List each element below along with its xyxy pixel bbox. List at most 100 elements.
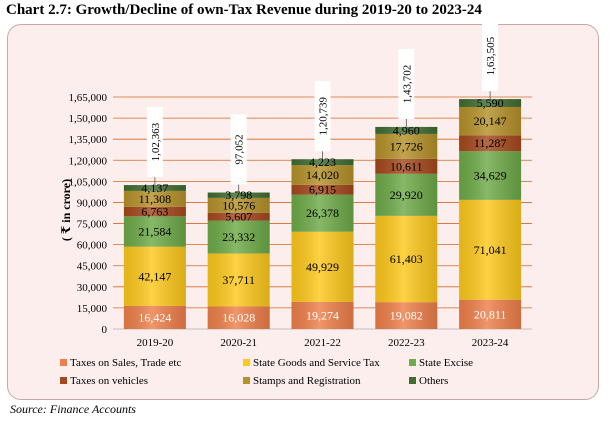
bar-shading [459, 151, 522, 200]
total-label-box [314, 81, 331, 152]
data-label: 49,929 [306, 260, 339, 274]
total-label-box [146, 107, 163, 178]
data-label: 16,028 [222, 311, 255, 325]
data-label: 61,403 [390, 252, 423, 266]
data-label: 11,287 [474, 136, 507, 150]
bar-shading [207, 253, 270, 307]
data-label: 29,920 [390, 188, 423, 202]
total-label: 1,63,505 [485, 36, 497, 75]
data-label: 4,960 [393, 123, 420, 137]
data-label: 34,629 [474, 169, 507, 183]
x-tick-label: 2021-22 [304, 337, 341, 349]
y-tick-label: 0 [102, 324, 108, 336]
bar-shading [291, 184, 354, 195]
bar-shading [207, 220, 270, 254]
bar-shading [207, 212, 270, 221]
bar-shading [459, 99, 522, 107]
legend-swatch [409, 377, 416, 384]
legend-swatch [243, 359, 250, 366]
data-label: 26,378 [306, 206, 339, 220]
chart-title: Chart 2.7: Growth/Decline of own-Tax Rev… [6, 2, 482, 18]
data-label: 14,020 [306, 168, 339, 182]
y-tick-label: 90,000 [77, 197, 108, 209]
bar-shading [291, 159, 354, 166]
legend-entry: Others [419, 375, 448, 387]
data-label: 11,308 [139, 192, 172, 206]
y-axis-label: ( ₹ in crore) [59, 179, 73, 241]
data-label: 20,147 [474, 114, 507, 128]
bar-shading [123, 190, 186, 207]
data-label: 23,332 [222, 230, 255, 244]
total-label: 1,02,363 [150, 122, 162, 161]
bar-shading [207, 192, 270, 198]
data-label: 71,041 [474, 243, 507, 257]
data-label: 20,811 [474, 307, 507, 321]
total-label: 1,43,702 [401, 65, 413, 104]
bar-shading [375, 133, 438, 159]
y-tick-label: 1,20,000 [69, 155, 108, 167]
bar-shading [291, 301, 354, 329]
data-label: 4,223 [309, 155, 336, 169]
y-tick-label: 15,000 [77, 303, 108, 315]
data-label: 10,611 [390, 159, 423, 173]
bar-shading [123, 216, 186, 247]
bar-shading [291, 165, 354, 185]
data-label: 42,147 [138, 269, 171, 283]
data-label: 19,274 [306, 308, 339, 322]
y-tick-label: 45,000 [77, 261, 108, 273]
x-axis: 2019-20 2020-21 2021-22 2022-23 2023-24 [137, 337, 509, 349]
legend-swatch [409, 359, 416, 366]
legend-entry: Taxes on Sales, Trade etc [70, 357, 181, 369]
total-label-box [398, 48, 415, 119]
x-tick-label: 2023-24 [472, 337, 509, 349]
x-tick-label: 2022-23 [388, 337, 425, 349]
data-label: 10,576 [222, 198, 255, 212]
data-label: 5,590 [477, 96, 504, 110]
total-label: 1,20,739 [318, 96, 330, 135]
data-label: 6,763 [141, 205, 168, 219]
legend-entry: State Goods and Service Tax [253, 357, 380, 369]
y-tick-label: 1,35,000 [69, 134, 108, 146]
bar-shading [375, 173, 438, 216]
bar-shading [123, 185, 186, 191]
bar-shading [375, 215, 438, 303]
y-tick-label: 30,000 [77, 282, 108, 294]
y-tick-label: 1,65,000 [69, 92, 108, 104]
y-tick-label: 1,50,000 [69, 113, 108, 125]
data-label: 5,607 [225, 210, 252, 224]
bar-shading [459, 199, 522, 300]
total-label-box [230, 114, 247, 185]
legend-swatch [243, 377, 250, 384]
legend-entry: Stamps and Registration [253, 375, 361, 387]
x-tick-label: 2020-21 [220, 337, 257, 349]
source-note: Source: Finance Accounts [10, 402, 136, 416]
data-label: 19,082 [390, 309, 423, 323]
bar-shading [375, 302, 438, 329]
y-axis: 0 15,000 30,000 45,000 60,000 75,000 90,000 1,0… [69, 92, 108, 336]
bar-shading [459, 106, 522, 136]
bar-shading [123, 246, 186, 306]
bar-shading [291, 194, 354, 232]
data-label: 3,798 [225, 188, 252, 202]
bar-shading [375, 126, 438, 134]
legend-entry: State Excise [419, 357, 473, 369]
bar-shading [459, 135, 522, 152]
data-label: 4,137 [141, 181, 168, 195]
stacked-bar-chart: 0 15,000 30,000 45,000 60,000 75,000 90,000 1,0… [59, 21, 532, 387]
bar-shading [123, 305, 186, 329]
bar-shading [123, 206, 186, 217]
bar-shading [459, 299, 522, 329]
bar-shading [207, 197, 270, 213]
y-tick-label: 1,05,000 [69, 176, 108, 188]
bar-shading [291, 231, 354, 302]
legend-entry: Taxes on vehicles [70, 375, 148, 387]
total-label: 97,052 [234, 134, 246, 164]
legend: Taxes on Sales, Trade etc State Goods and… [60, 357, 473, 387]
bar-shading [207, 306, 270, 329]
data-label: 21,584 [138, 224, 171, 238]
x-tick-label: 2019-20 [137, 337, 174, 349]
total-label-box [482, 21, 499, 92]
bar-shading [375, 158, 438, 174]
data-label: 37,711 [222, 273, 255, 287]
